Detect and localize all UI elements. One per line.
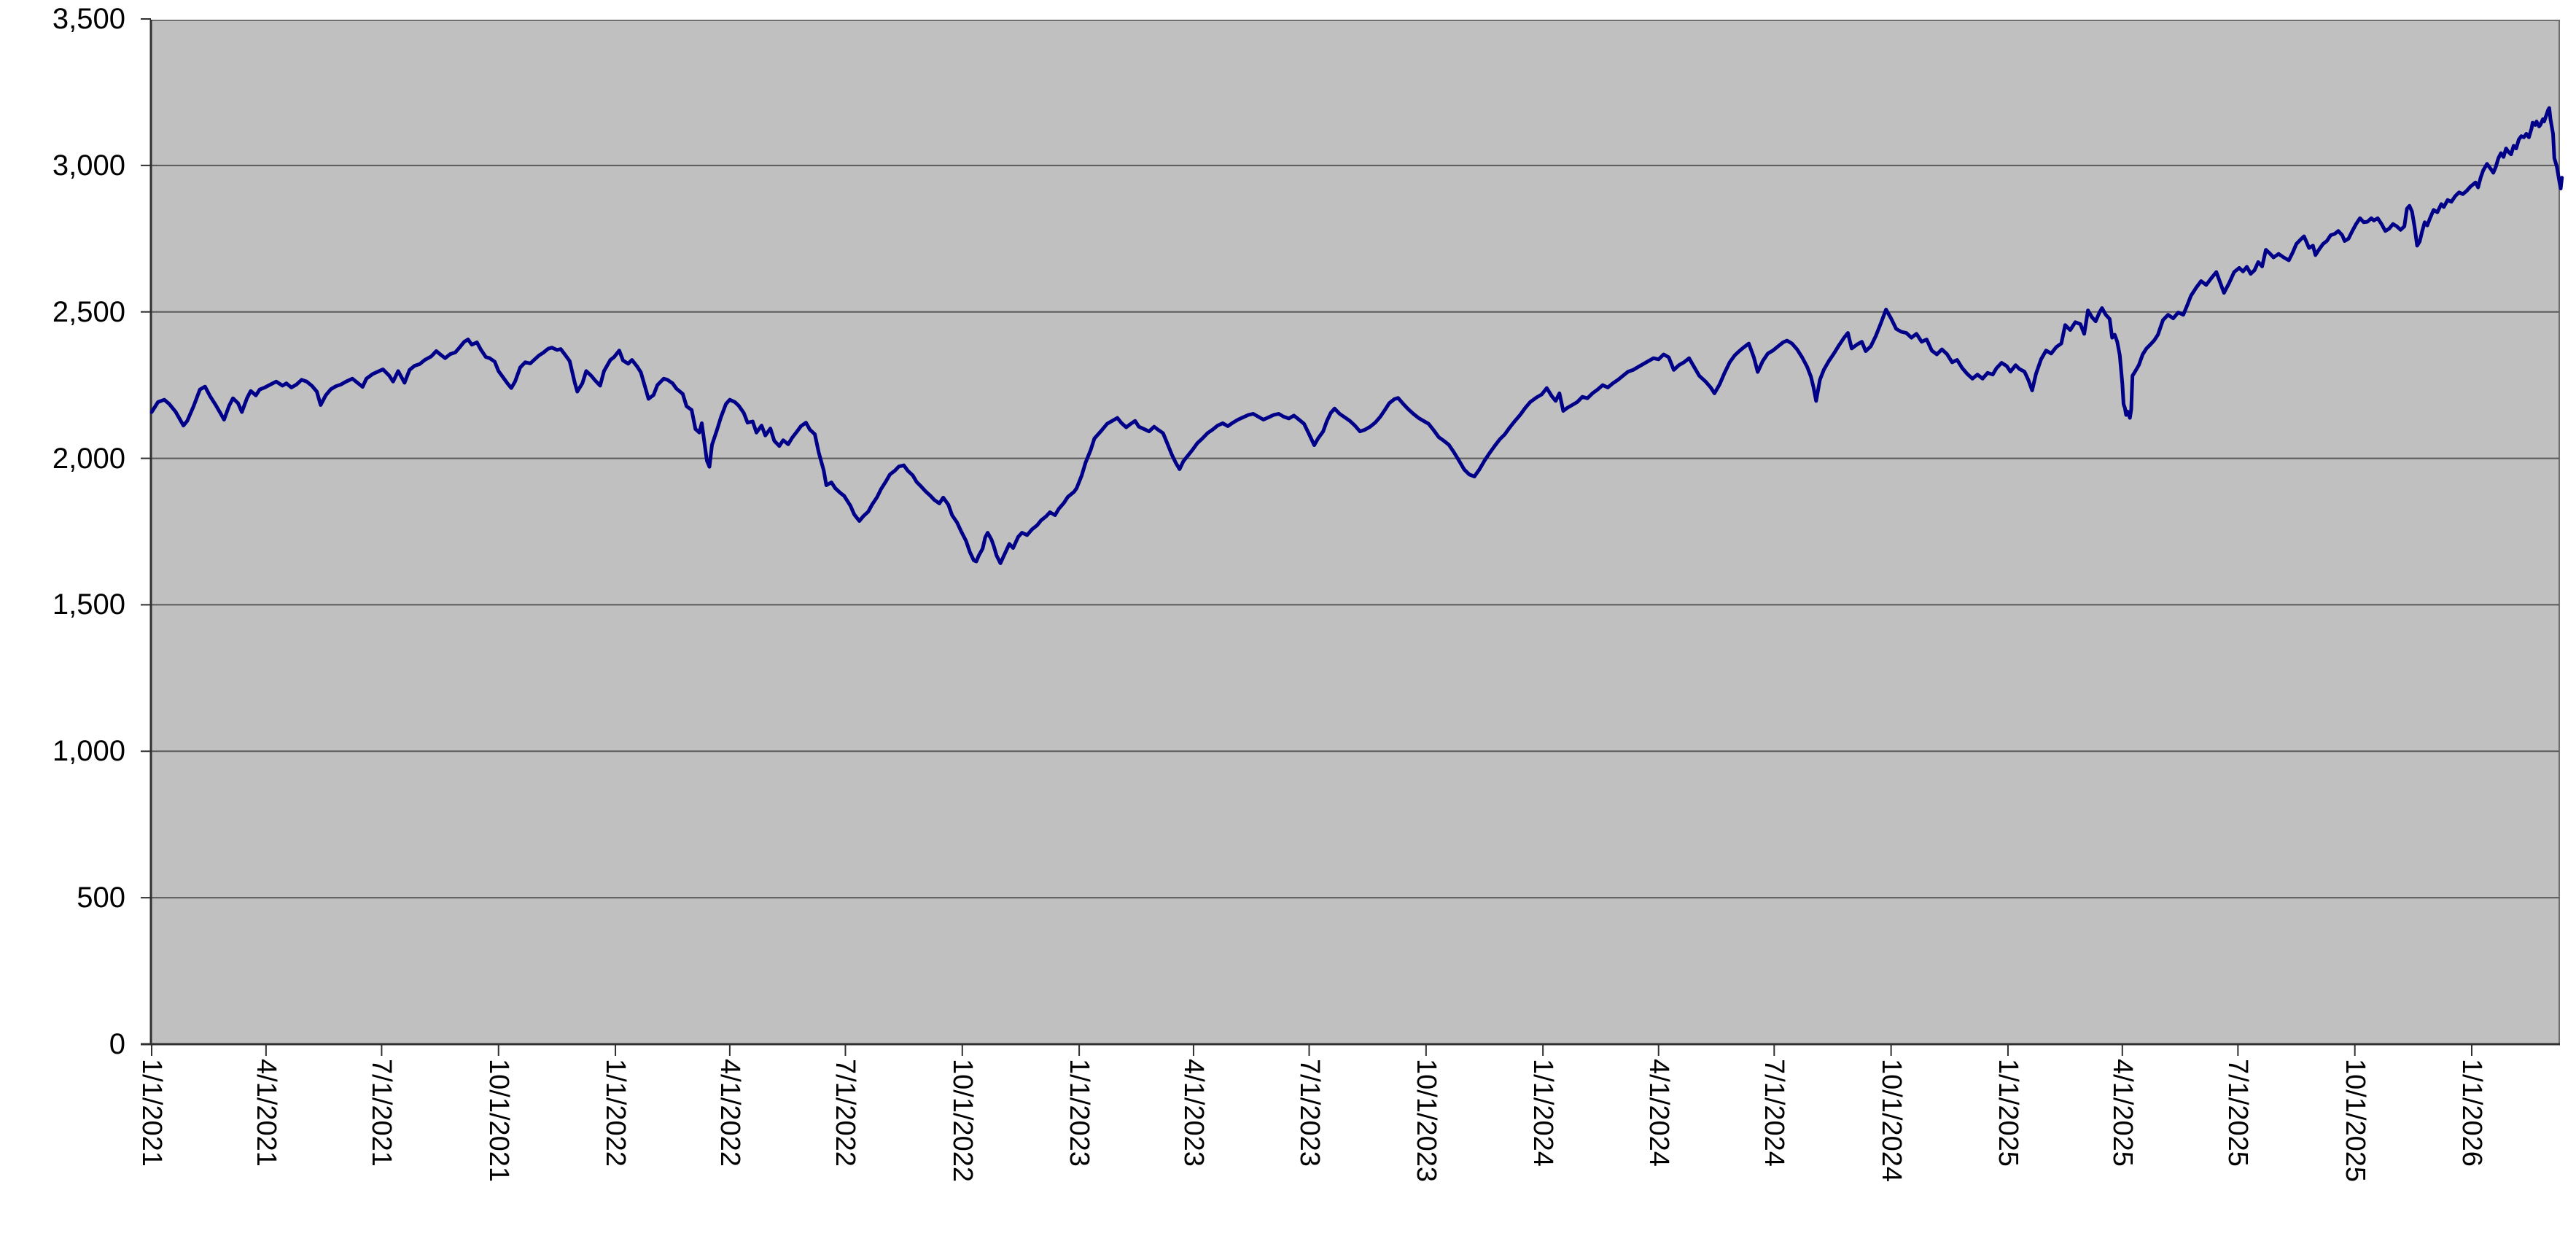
x-axis-label: 1/1/2021 bbox=[136, 1059, 167, 1167]
x-axis-label: 4/1/2025 bbox=[2106, 1059, 2138, 1167]
x-axis-label: 10/1/2021 bbox=[483, 1059, 514, 1183]
x-axis-label: 1/1/2022 bbox=[600, 1059, 631, 1167]
x-axis-label: 4/1/2023 bbox=[1178, 1059, 1209, 1167]
x-axis-label: 4/1/2022 bbox=[714, 1059, 745, 1167]
x-axis-label: 10/1/2023 bbox=[1410, 1059, 1441, 1183]
x-axis-label: 7/1/2021 bbox=[366, 1059, 397, 1167]
price-line bbox=[149, 106, 2564, 565]
y-axis-label: 0 bbox=[109, 1028, 125, 1060]
y-axis-label: 1,500 bbox=[52, 588, 125, 621]
x-axis-label: 1/1/2023 bbox=[1064, 1059, 1095, 1167]
x-axis-label: 1/1/2026 bbox=[2456, 1059, 2487, 1167]
x-axis-label: 4/1/2021 bbox=[250, 1059, 281, 1167]
x-axis-label: 7/1/2025 bbox=[2222, 1059, 2254, 1167]
x-axis-label: 4/1/2024 bbox=[1643, 1059, 1674, 1167]
y-axis-label: 2,500 bbox=[52, 295, 125, 328]
x-axis-label: 10/1/2024 bbox=[1875, 1059, 1907, 1183]
x-axis-label: 7/1/2022 bbox=[830, 1059, 861, 1167]
x-axis-label: 10/1/2025 bbox=[2339, 1059, 2370, 1183]
x-axis-label: 1/1/2025 bbox=[1992, 1059, 2023, 1167]
y-axis-label: 2,000 bbox=[52, 442, 125, 475]
x-axis-label: 7/1/2023 bbox=[1293, 1059, 1325, 1167]
x-axis-label: 1/1/2024 bbox=[1528, 1059, 1559, 1167]
y-axis-label: 500 bbox=[77, 882, 125, 914]
y-axis-label: 3,500 bbox=[52, 3, 125, 35]
y-axis-label: 1,000 bbox=[52, 735, 125, 768]
x-axis-label: 7/1/2024 bbox=[1759, 1059, 1790, 1167]
x-axis-label: 10/1/2022 bbox=[946, 1059, 978, 1183]
y-axis-label: 3,000 bbox=[52, 149, 125, 182]
plot-background bbox=[150, 20, 2560, 1045]
